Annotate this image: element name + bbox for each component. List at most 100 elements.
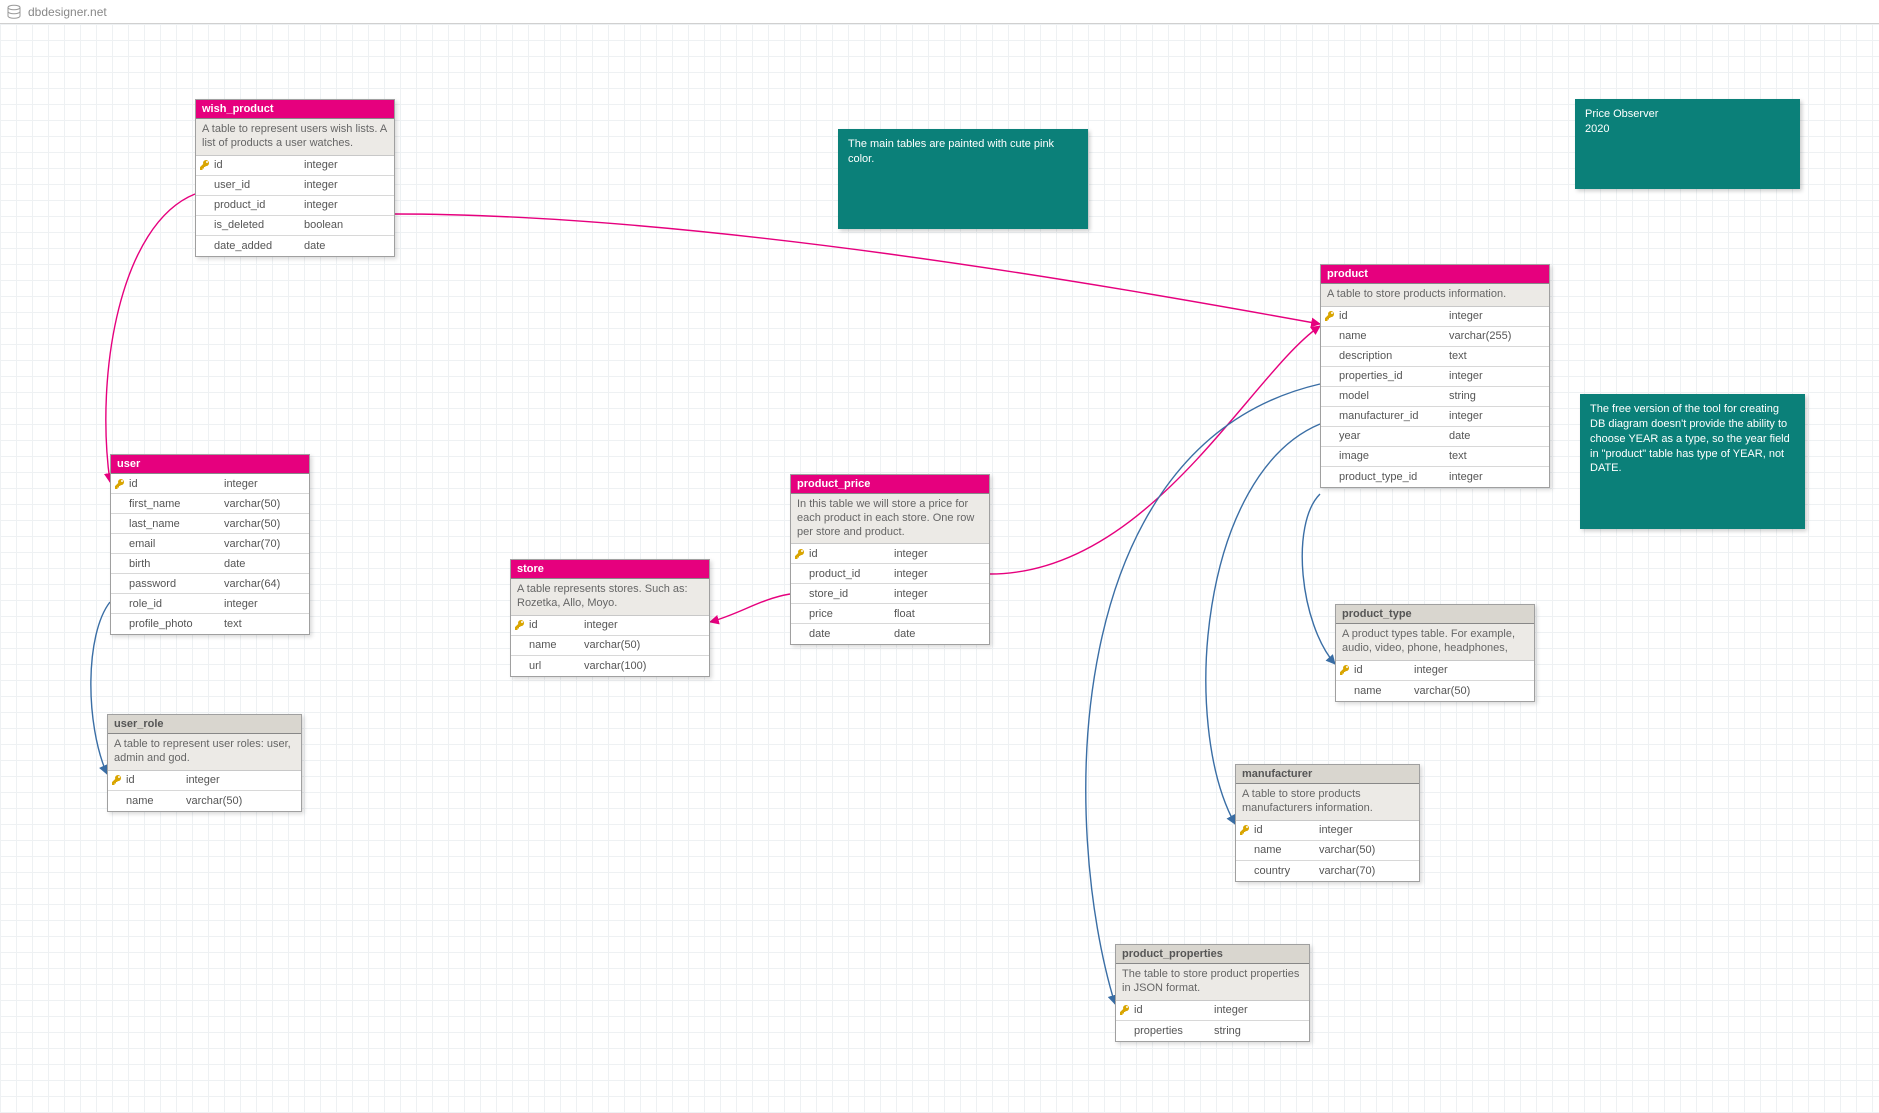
field-row[interactable]: idinteger [1236, 821, 1419, 841]
field-name: id [809, 548, 894, 560]
field-name: name [1339, 330, 1449, 342]
field-row[interactable]: product_idinteger [196, 196, 394, 216]
field-row[interactable]: idinteger [111, 474, 309, 494]
canvas-viewport[interactable]: wish_productA table to represent users w… [0, 24, 1879, 1113]
field-row[interactable]: namevarchar(50) [108, 791, 301, 811]
field-row[interactable]: idinteger [511, 616, 709, 636]
table-store[interactable]: storeA table represents stores. Such as:… [510, 559, 710, 677]
field-name: name [529, 639, 584, 651]
field-row[interactable]: product_idinteger [791, 564, 989, 584]
field-type: integer [894, 548, 989, 560]
field-type: text [224, 618, 309, 630]
field-type: integer [1214, 1004, 1309, 1016]
table-user[interactable]: useridintegerfirst_namevarchar(50)last_n… [110, 454, 310, 635]
field-name: properties [1134, 1025, 1214, 1037]
table-manufacturer[interactable]: manufacturerA table to store products ma… [1235, 764, 1420, 882]
table-description: The table to store product properties in… [1116, 964, 1309, 1001]
note-note_year[interactable]: The free version of the tool for creatin… [1580, 394, 1805, 529]
field-row[interactable]: emailvarchar(70) [111, 534, 309, 554]
table-product_properties[interactable]: product_propertiesThe table to store pro… [1115, 944, 1310, 1042]
field-name: id [214, 159, 304, 171]
table-wish_product[interactable]: wish_productA table to represent users w… [195, 99, 395, 257]
table-description: A product types table. For example, audi… [1336, 624, 1534, 661]
table-product_price[interactable]: product_priceIn this table we will store… [790, 474, 990, 645]
table-product[interactable]: productA table to store products informa… [1320, 264, 1550, 488]
table-header[interactable]: product_price [791, 475, 989, 494]
table-header[interactable]: manufacturer [1236, 765, 1419, 784]
field-row[interactable]: namevarchar(50) [1236, 841, 1419, 861]
table-header[interactable]: store [511, 560, 709, 579]
field-row[interactable]: idinteger [791, 544, 989, 564]
field-row[interactable]: first_namevarchar(50) [111, 494, 309, 514]
field-type: date [304, 240, 394, 252]
field-name: id [1134, 1004, 1214, 1016]
field-row[interactable]: propertiesstring [1116, 1021, 1309, 1041]
field-row[interactable]: imagetext [1321, 447, 1549, 467]
field-type: integer [1449, 410, 1549, 422]
field-row[interactable]: date_addeddate [196, 236, 394, 256]
field-row[interactable]: countryvarchar(70) [1236, 861, 1419, 881]
table-description: A table represents stores. Such as: Roze… [511, 579, 709, 616]
field-row[interactable]: product_type_idinteger [1321, 467, 1549, 487]
field-type: varchar(50) [186, 795, 301, 807]
field-row[interactable]: descriptiontext [1321, 347, 1549, 367]
table-header[interactable]: product [1321, 265, 1549, 284]
field-row[interactable]: birthdate [111, 554, 309, 574]
table-header[interactable]: product_type [1336, 605, 1534, 624]
field-name: first_name [129, 498, 224, 510]
table-description: In this table we will store a price for … [791, 494, 989, 544]
field-name: year [1339, 430, 1449, 442]
field-row[interactable]: namevarchar(255) [1321, 327, 1549, 347]
field-row[interactable]: idinteger [1321, 307, 1549, 327]
field-row[interactable]: datedate [791, 624, 989, 644]
field-type: integer [1449, 310, 1549, 322]
field-row[interactable]: modelstring [1321, 387, 1549, 407]
field-type: integer [584, 619, 709, 631]
field-row[interactable]: pricefloat [791, 604, 989, 624]
database-icon [6, 4, 22, 20]
field-row[interactable]: idinteger [1336, 661, 1534, 681]
field-type: integer [1449, 471, 1549, 483]
field-name: birth [129, 558, 224, 570]
field-row[interactable]: urlvarchar(100) [511, 656, 709, 676]
field-type: integer [304, 159, 394, 171]
field-type: integer [1414, 664, 1534, 676]
primary-key-icon [196, 159, 214, 171]
field-row[interactable]: passwordvarchar(64) [111, 574, 309, 594]
field-row[interactable]: user_idinteger [196, 176, 394, 196]
field-row[interactable]: store_idinteger [791, 584, 989, 604]
primary-key-icon [1321, 310, 1339, 322]
field-row[interactable]: properties_idinteger [1321, 367, 1549, 387]
field-type: text [1449, 450, 1549, 462]
field-row[interactable]: idinteger [196, 156, 394, 176]
field-row[interactable]: yeardate [1321, 427, 1549, 447]
note-note_main[interactable]: The main tables are painted with cute pi… [838, 129, 1088, 229]
field-row[interactable]: namevarchar(50) [511, 636, 709, 656]
field-name: manufacturer_id [1339, 410, 1449, 422]
field-name: id [129, 478, 224, 490]
field-type: integer [224, 598, 309, 610]
table-header[interactable]: product_properties [1116, 945, 1309, 964]
field-row[interactable]: manufacturer_idinteger [1321, 407, 1549, 427]
note-note_title[interactable]: Price Observer 2020 [1575, 99, 1800, 189]
field-row[interactable]: role_idinteger [111, 594, 309, 614]
field-type: varchar(50) [224, 498, 309, 510]
field-row[interactable]: idinteger [108, 771, 301, 791]
edge-price_to_product [990, 326, 1320, 574]
table-header[interactable]: user_role [108, 715, 301, 734]
field-row[interactable]: last_namevarchar(50) [111, 514, 309, 534]
field-row[interactable]: is_deletedboolean [196, 216, 394, 236]
field-row[interactable]: idinteger [1116, 1001, 1309, 1021]
table-user_role[interactable]: user_roleA table to represent user roles… [107, 714, 302, 812]
edge-price_to_store [710, 594, 790, 622]
field-row[interactable]: profile_phototext [111, 614, 309, 634]
field-row[interactable]: namevarchar(50) [1336, 681, 1534, 701]
table-description: A table to store products information. [1321, 284, 1549, 307]
table-product_type[interactable]: product_typeA product types table. For e… [1335, 604, 1535, 702]
table-header[interactable]: user [111, 455, 309, 474]
table-header[interactable]: wish_product [196, 100, 394, 119]
canvas[interactable]: wish_productA table to represent users w… [0, 24, 1879, 1113]
primary-key-icon [1116, 1004, 1134, 1016]
field-name: price [809, 608, 894, 620]
edge-wish_to_user [106, 194, 195, 482]
